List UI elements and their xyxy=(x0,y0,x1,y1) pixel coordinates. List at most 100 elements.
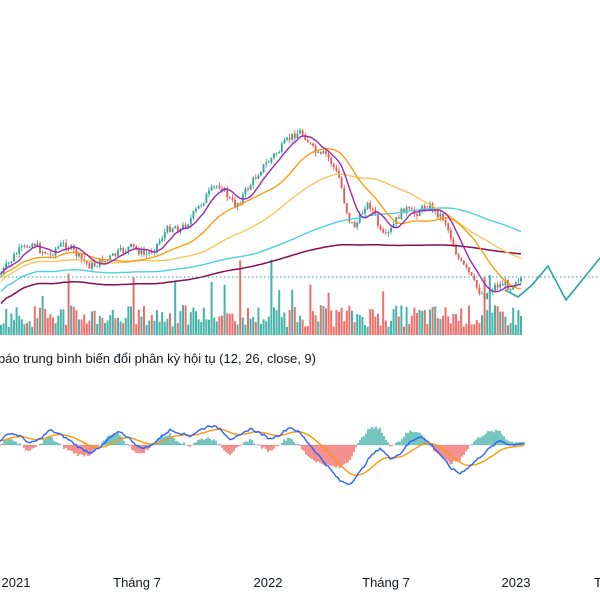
volume-bar xyxy=(117,317,119,335)
volume-bar xyxy=(494,305,496,335)
candle-body xyxy=(465,264,468,268)
macd-line xyxy=(0,425,525,486)
candle-body xyxy=(208,190,210,195)
volume-bars xyxy=(0,259,522,335)
candle-body xyxy=(382,229,385,233)
volume-bar xyxy=(501,311,504,335)
volume-bar xyxy=(101,317,104,335)
candle-body xyxy=(143,249,145,255)
volume-bar xyxy=(210,281,213,335)
candle-body xyxy=(486,293,489,299)
macd-histogram-bar xyxy=(135,445,137,454)
volume-bar xyxy=(127,306,130,335)
candle-body xyxy=(187,224,190,228)
macd-histogram-bar xyxy=(321,445,323,465)
candle-body xyxy=(270,158,273,163)
volume-bar xyxy=(392,309,395,335)
candle-body xyxy=(202,202,205,206)
macd-histogram-bar xyxy=(501,434,503,445)
macd-histogram-bar xyxy=(169,432,171,445)
macd-histogram-bar xyxy=(65,445,67,448)
macd-histogram-bar xyxy=(391,445,393,446)
volume-bar xyxy=(496,306,499,335)
candle-body xyxy=(171,228,174,232)
volume-bar xyxy=(358,314,361,335)
candle-body xyxy=(210,186,213,191)
candle-body xyxy=(371,208,374,210)
volume-bar xyxy=(252,316,255,335)
candle-body xyxy=(436,210,439,218)
macd-histogram-bar xyxy=(297,443,299,445)
volume-bar xyxy=(85,323,88,335)
volume-bar xyxy=(163,321,166,335)
macd-histogram-bar xyxy=(275,445,277,446)
volume-bar xyxy=(330,310,333,335)
macd-histogram-bar xyxy=(509,441,511,445)
macd-histogram-bar xyxy=(413,432,415,445)
macd-histogram-bar xyxy=(123,440,125,445)
x-tick-label: 2023 xyxy=(502,575,531,590)
volume-bar xyxy=(517,310,520,335)
candle-body xyxy=(72,245,75,250)
volume-bar xyxy=(208,319,210,335)
volume-bar xyxy=(390,320,392,335)
macd-histogram-bar xyxy=(453,445,455,461)
candle-body xyxy=(283,139,286,144)
volume-bar xyxy=(62,309,65,335)
volume-bar xyxy=(325,308,327,335)
macd-histogram-bar xyxy=(241,444,243,445)
volume-bar xyxy=(457,321,460,335)
candle-body xyxy=(319,151,322,154)
macd-histogram-bar xyxy=(189,445,191,447)
volume-bar xyxy=(122,323,125,335)
candle-body xyxy=(395,217,398,224)
macd-indicator-title[interactable]: báo trung bình biến đổi phân kỳ hội tụ (… xyxy=(0,351,316,366)
macd-histogram-bar xyxy=(265,445,267,449)
macd-histogram-bar xyxy=(357,442,359,445)
volume-bar xyxy=(137,309,140,335)
volume-bar xyxy=(262,319,265,335)
candle-body xyxy=(478,287,481,294)
volume-bar xyxy=(299,315,301,335)
macd-histogram-bar xyxy=(215,440,217,445)
volume-bar xyxy=(418,309,421,335)
candle-body xyxy=(390,227,392,232)
macd-histogram-bar xyxy=(333,445,335,467)
macd-histogram-bar xyxy=(515,442,517,445)
candle-body xyxy=(119,247,122,251)
candle-body xyxy=(182,224,184,229)
macd-histogram-bar xyxy=(465,445,467,452)
candle-body xyxy=(434,210,437,212)
macd-histogram-bar xyxy=(437,445,439,454)
macd-histogram-bar xyxy=(195,442,197,445)
volume-bar xyxy=(213,317,216,335)
candle-body xyxy=(267,162,270,163)
volume-bar xyxy=(18,315,21,335)
volume-bar xyxy=(447,316,450,335)
macd-histogram-bar xyxy=(133,445,135,451)
candle-body xyxy=(101,258,104,265)
macd-histogram-bar xyxy=(435,445,437,453)
candle-body xyxy=(195,208,197,212)
volume-bar xyxy=(371,309,374,335)
macd-histogram-bar xyxy=(221,445,223,448)
volume-bar xyxy=(260,323,262,335)
volume-bar xyxy=(2,323,5,335)
macd-histogram-bar xyxy=(457,445,459,462)
volume-bar xyxy=(436,318,439,335)
candle-body xyxy=(273,153,275,159)
volume-bar xyxy=(332,326,335,335)
volume-bar xyxy=(7,326,10,335)
candle-body xyxy=(52,254,54,256)
volume-bar xyxy=(184,305,187,335)
candle-body xyxy=(200,205,203,207)
candle-body xyxy=(377,213,379,226)
x-tick-label: Tháng 7 xyxy=(113,575,161,590)
candle-body xyxy=(156,243,158,252)
volume-bar xyxy=(98,315,101,335)
candle-body xyxy=(410,208,413,210)
volume-bar xyxy=(161,312,164,335)
macd-histogram-bar xyxy=(507,440,509,445)
volume-bar xyxy=(265,321,268,335)
